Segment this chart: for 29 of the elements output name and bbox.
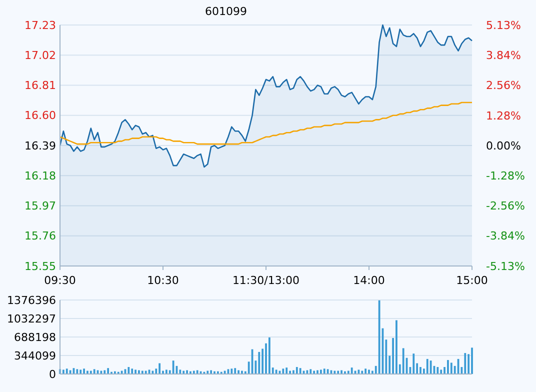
y-tick-label: 1032297	[7, 312, 56, 326]
x-tick-label: 15:00	[456, 274, 488, 287]
y2-tick-label: 0.00%	[486, 139, 521, 152]
y2-tick-label: 3.84%	[486, 49, 521, 62]
y-tick-label: 17.02	[24, 48, 56, 62]
y2-tick-label: -1.28%	[486, 169, 525, 182]
y-tick-label: 15.76	[24, 230, 56, 243]
y-tick-label: 16.60	[24, 109, 56, 122]
x-tick-label: 14:00	[353, 274, 385, 287]
x-tick-label: 10:30	[147, 274, 179, 287]
y2-tick-label: -2.56%	[486, 199, 525, 212]
chart-title: 601099	[205, 5, 247, 18]
y2-tick-label: 5.13%	[486, 18, 521, 32]
y-tick-label: 1376396	[7, 294, 56, 307]
y2-tick-label: -5.13%	[486, 260, 525, 273]
y-tick-label: 16.18	[24, 169, 56, 182]
y2-tick-label: 2.56%	[486, 79, 521, 92]
y-tick-label: 688198	[14, 330, 56, 344]
y2-tick-label: -3.84%	[486, 230, 525, 243]
y-tick-label: 17.23	[24, 18, 56, 32]
y2-tick-label: 1.28%	[486, 109, 521, 122]
x-tick-label: 09:30	[44, 274, 76, 287]
y-tick-label: 16.39	[24, 139, 56, 152]
y-tick-label: 344099	[14, 349, 56, 362]
y-tick-label: 15.97	[24, 200, 56, 213]
y-tick-label: 15.55	[24, 260, 56, 273]
y-tick-label: 16.81	[24, 79, 56, 92]
y-tick-label: 0	[49, 368, 56, 381]
x-tick-label: 11:30/13:00	[232, 274, 300, 287]
